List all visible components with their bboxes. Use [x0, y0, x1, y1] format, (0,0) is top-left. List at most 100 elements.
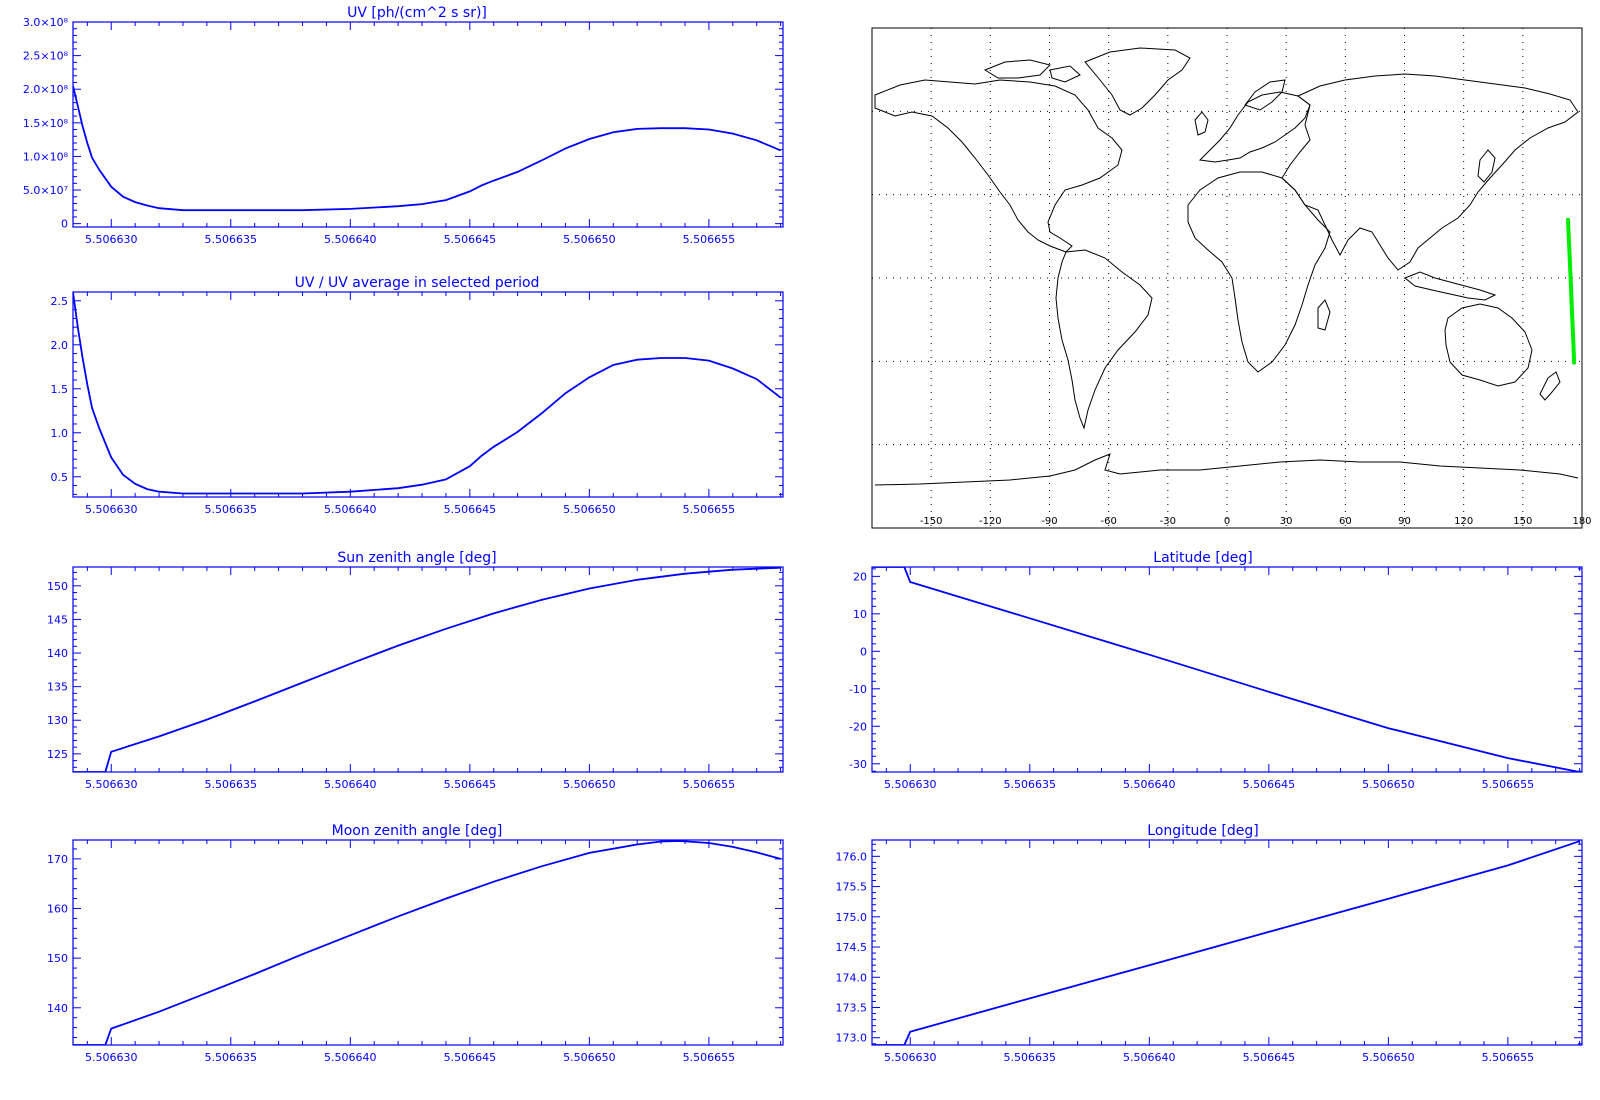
uv-title: UV [ph/(cm^2 s sr)] — [347, 5, 487, 21]
uvratio-title: UV / UV average in selected period — [295, 275, 540, 291]
sunzen-xtick-label: 5.506655 — [683, 778, 736, 791]
uv-chart: 5.506630 5.506635 5.506640 5.506645 5.506650… — [23, 16, 784, 246]
uv-ytick-label: 1.5×10⁸ — [23, 117, 69, 130]
uv-ytick-label: 2.5×10⁸ — [23, 50, 69, 63]
uvratio-ytick-label: 2.5 — [51, 295, 69, 308]
moonzen-xtick-label: 5.506630 — [85, 1051, 138, 1064]
longitude-ytick-label: 174.0 — [836, 971, 868, 984]
map-lon-label: 0 — [1224, 516, 1230, 527]
uvratio-series-line — [73, 292, 782, 495]
sunzen-xtick-label: 5.506640 — [324, 778, 377, 791]
map-lon-label: 90 — [1398, 516, 1411, 527]
coast-antarctica — [874, 453, 1579, 486]
map-lon-label: 30 — [1280, 516, 1293, 527]
uv-xtick-label: 5.506630 — [85, 233, 138, 246]
sunzen-xtick-label: 5.506630 — [85, 778, 138, 791]
uvratio-ytick-label: 1.5 — [51, 383, 69, 396]
coast-africa — [1187, 171, 1331, 373]
coast-europe — [1198, 91, 1311, 163]
latitude-ytick-label: 20 — [853, 570, 867, 583]
satellite-track — [1566, 217, 1577, 365]
latitude-xtick-label: 5.506635 — [1004, 778, 1057, 791]
sunzen-ytick-label: 145 — [47, 613, 68, 626]
latitude-xtick-label: 5.506630 — [884, 778, 937, 791]
latitude-ytick-label: -10 — [849, 683, 867, 696]
latitude-ytick-label: 10 — [853, 608, 867, 621]
uv-xtick-label: 5.506640 — [324, 233, 377, 246]
uv-axes-frame — [72, 21, 784, 228]
longitude-ytick-label: 176.0 — [836, 850, 868, 863]
uvratio-axes-frame — [72, 291, 784, 498]
sunzen-ytick-label: 140 — [47, 647, 68, 660]
uv-ytick-label: 3.0×10⁸ — [23, 16, 69, 29]
longitude-xtick-label: 5.506630 — [884, 1051, 937, 1064]
moonzen-series-line — [73, 840, 781, 1045]
map-lon-label: -90 — [1041, 516, 1057, 527]
latitude-xtick-label: 5.506655 — [1482, 778, 1535, 791]
uvratio-xtick-label: 5.506630 — [85, 503, 138, 516]
moonzen-xtick-label: 5.506650 — [563, 1051, 616, 1064]
longitude-title: Longitude [deg] — [1147, 823, 1258, 839]
sunzen-xtick-label: 5.506645 — [444, 778, 497, 791]
uvratio-xtick-label: 5.506650 — [563, 503, 616, 516]
latitude-title: Latitude [deg] — [1153, 550, 1252, 566]
sunzen-ytick-label: 125 — [47, 748, 68, 761]
moonzen-chart: 5.506630 5.506635 5.506640 5.506645 5.506650… — [47, 839, 784, 1064]
moonzen-ytick-label: 160 — [47, 902, 68, 915]
latitude-ytick-label: -20 — [849, 720, 867, 733]
uvratio-xtick-label: 5.506655 — [683, 503, 736, 516]
longitude-ytick-label: 173.5 — [836, 1002, 868, 1015]
sunzen-xtick-label: 5.506650 — [563, 778, 616, 791]
latitude-axes-frame — [871, 566, 1583, 773]
moonzen-axes-frame — [72, 839, 784, 1046]
uvratio-ytick-label: 1.0 — [51, 427, 69, 440]
map-lon-label: -120 — [979, 516, 1002, 527]
coast-north-america — [874, 79, 1123, 253]
latitude-xtick-label: 5.506650 — [1362, 778, 1415, 791]
coast-new-zealand — [1539, 371, 1561, 401]
coast-japan — [1477, 149, 1496, 183]
uvratio-chart: 5.506630 5.506635 5.506640 5.506645 5.506650… — [51, 291, 784, 516]
latitude-chart: 5.506630 5.506635 5.506640 5.506645 5.506650… — [849, 566, 1583, 791]
uvratio-xtick-label: 5.506640 — [324, 503, 377, 516]
world-map: -150 -120 -90 -60 -30 0 30 60 90 120 150 180 — [871, 27, 1592, 529]
latitude-xtick-label: 5.506640 — [1123, 778, 1176, 791]
coast-arctic-islands — [983, 59, 1081, 83]
latitude-xtick-label: 5.506645 — [1243, 778, 1296, 791]
coast-indonesia — [1404, 271, 1497, 301]
sunzen-ytick-label: 150 — [47, 580, 68, 593]
moonzen-ytick-label: 140 — [47, 1002, 68, 1015]
sunzen-axes-frame — [72, 566, 784, 773]
uv-ytick-label: 0 — [61, 218, 68, 231]
sunzen-series-line — [73, 567, 781, 772]
uvratio-xtick-label: 5.506635 — [205, 503, 258, 516]
longitude-xtick-label: 5.506645 — [1243, 1051, 1296, 1064]
coast-greenland — [1084, 47, 1191, 116]
map-lon-label: 180 — [1572, 516, 1591, 527]
map-lon-label: 120 — [1454, 516, 1473, 527]
coast-scandinavia — [1244, 79, 1286, 111]
uv-xtick-label: 5.506650 — [563, 233, 616, 246]
map-xticks: -150 -120 -90 -60 -30 0 30 60 90 120 150 180 — [920, 516, 1592, 527]
uvratio-ytick-label: 0.5 — [51, 471, 69, 484]
map-coastlines — [874, 47, 1579, 486]
coast-australia — [1444, 303, 1533, 387]
coast-south-america — [1055, 249, 1153, 430]
map-track — [1566, 217, 1577, 365]
map-lon-label: -60 — [1100, 516, 1116, 527]
moonzen-xtick-label: 5.506645 — [444, 1051, 497, 1064]
longitude-xtick-label: 5.506635 — [1004, 1051, 1057, 1064]
map-grid — [872, 28, 1582, 528]
longitude-xtick-label: 5.506650 — [1362, 1051, 1415, 1064]
sunzen-chart: 5.506630 5.506635 5.506640 5.506645 5.506650… — [47, 566, 784, 791]
longitude-ytick-label: 175.5 — [836, 881, 868, 894]
map-lon-label: 150 — [1513, 516, 1532, 527]
longitude-axes-frame — [871, 839, 1583, 1046]
longitude-xtick-label: 5.506655 — [1482, 1051, 1535, 1064]
moonzen-xtick-label: 5.506640 — [324, 1051, 377, 1064]
moonzen-xtick-label: 5.506655 — [683, 1051, 736, 1064]
coast-asia — [1281, 73, 1579, 271]
longitude-ytick-label: 175.0 — [836, 911, 868, 924]
uvratio-ytick-label: 2.0 — [51, 339, 69, 352]
